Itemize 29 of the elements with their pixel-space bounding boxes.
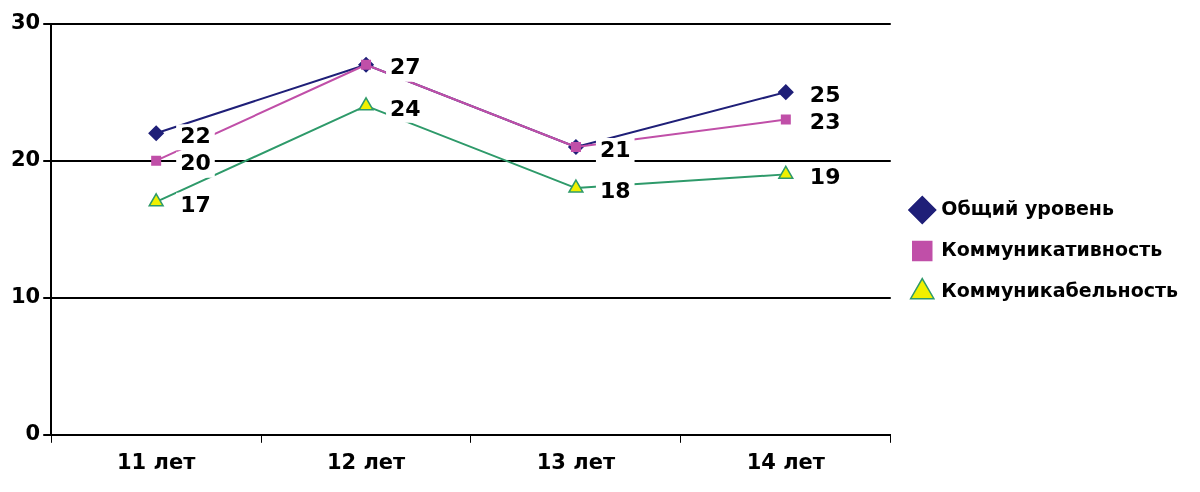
- point: [778, 84, 794, 100]
- data-label: 17: [180, 191, 211, 217]
- data-label: 24: [390, 95, 421, 121]
- data-label: 22: [180, 122, 211, 148]
- x-tick-label: 13 лет: [536, 449, 616, 474]
- y-tick-label: 30: [10, 10, 41, 35]
- point: [148, 125, 164, 141]
- y-tick-label: 0: [25, 421, 41, 446]
- point: [568, 179, 584, 193]
- point: [780, 114, 791, 125]
- point: [358, 97, 374, 111]
- y-tick-label: 20: [10, 147, 41, 172]
- data-label: 19: [809, 164, 841, 190]
- data-label: 25: [809, 81, 841, 107]
- point: [151, 155, 162, 166]
- x-tick-label: 12 лет: [326, 449, 407, 474]
- x-tick-label: 11 лет: [116, 449, 197, 474]
- data-label: 27: [390, 54, 421, 80]
- y-tick-label: 10: [10, 284, 41, 309]
- x-tick-label: 14 лет: [746, 449, 826, 474]
- point: [148, 193, 164, 207]
- legend-label: Коммуникабельность: [941, 278, 1179, 301]
- point: [778, 165, 794, 180]
- data-label: 20: [180, 150, 211, 176]
- legend-label: Общий уровень: [941, 196, 1115, 219]
- data-label: 23: [809, 109, 841, 135]
- data-label: 21: [599, 136, 631, 162]
- data-label: 18: [599, 177, 631, 203]
- legend-label: Коммуникативность: [941, 237, 1163, 260]
